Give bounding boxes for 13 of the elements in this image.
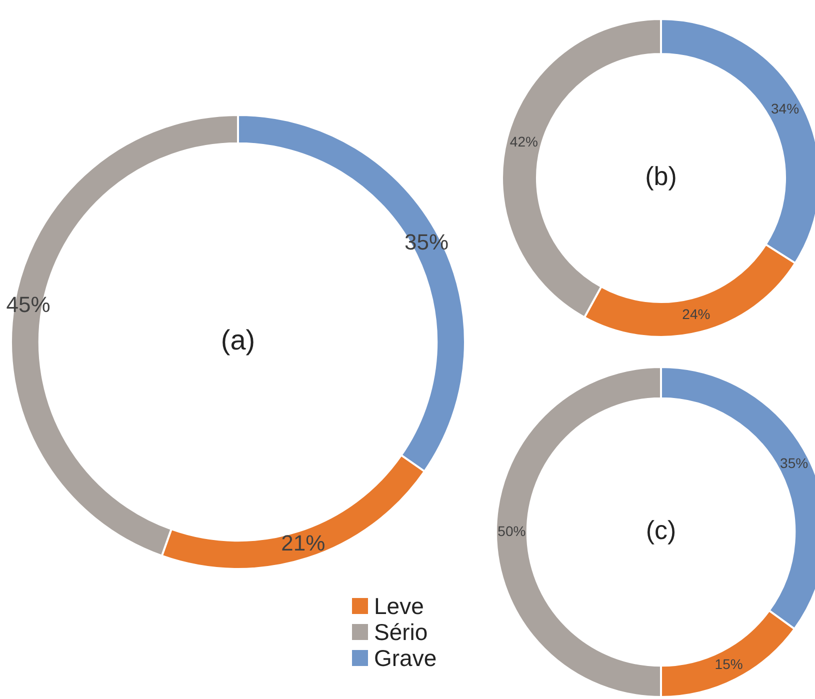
legend-label: Sério <box>374 619 428 645</box>
data-label: 42% <box>510 134 538 150</box>
data-label: 34% <box>770 100 800 117</box>
text: (c) <box>646 515 676 546</box>
legend-label: Grave <box>374 645 437 671</box>
data-label: 15% <box>714 656 743 672</box>
legend-label: Leve <box>374 593 424 619</box>
data-label: 24% <box>682 306 710 322</box>
text: (b) <box>645 161 677 192</box>
data-label: 50% <box>498 522 526 539</box>
data-label: 21% <box>281 530 326 556</box>
data-label: 35% <box>780 455 808 472</box>
text: (a) <box>220 324 256 356</box>
